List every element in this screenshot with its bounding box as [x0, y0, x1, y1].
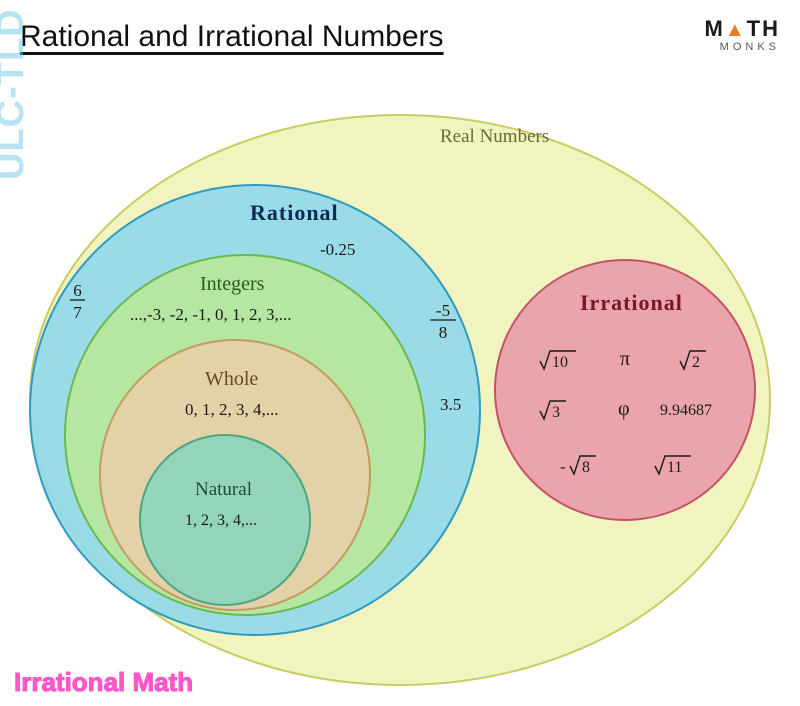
natural-label: Natural — [195, 479, 252, 500]
svg-text:10: 10 — [552, 354, 568, 371]
irrational-example: 9.94687 — [660, 402, 712, 419]
svg-text:6: 6 — [73, 281, 82, 300]
svg-text:3: 3 — [552, 404, 560, 421]
svg-text:8: 8 — [582, 459, 590, 476]
svg-text:11: 11 — [667, 459, 682, 476]
whole-examples: 0, 1, 2, 3, 4,... — [185, 400, 279, 419]
logo: M▲TH MONKS — [705, 18, 780, 53]
integers-label: Integers — [200, 273, 265, 295]
rational-label: Rational — [250, 200, 339, 225]
logo-triangle-icon: ▲ — [725, 19, 747, 41]
irrational-label: Irrational — [580, 290, 683, 315]
logo-line2: MONKS — [705, 42, 780, 53]
rational-example: -0.25 — [320, 240, 355, 259]
integers-examples: ...,-3, -2, -1, 0, 1, 2, 3,... — [130, 305, 291, 324]
svg-text:-: - — [560, 457, 566, 476]
logo-line1: M▲TH — [705, 18, 780, 40]
rational-example: 3.5 — [440, 395, 461, 414]
svg-text:-5: -5 — [436, 301, 450, 320]
natural-examples: 1, 2, 3, 4,... — [185, 512, 257, 529]
logo-post: TH — [747, 16, 780, 41]
svg-text:7: 7 — [73, 303, 82, 322]
irrational-example: π — [620, 348, 630, 370]
svg-text:2: 2 — [692, 354, 700, 371]
real-label: Real Numbers — [440, 126, 549, 147]
whole-label: Whole — [205, 368, 258, 390]
svg-text:8: 8 — [439, 323, 448, 342]
venn-diagram: Real Numbers Rational Integers ...,-3, -2, … — [0, 80, 800, 690]
logo-pre: M — [705, 16, 725, 41]
page-title: Rational and Irrational Numbers — [20, 20, 444, 54]
irrational-example: φ — [618, 398, 630, 420]
